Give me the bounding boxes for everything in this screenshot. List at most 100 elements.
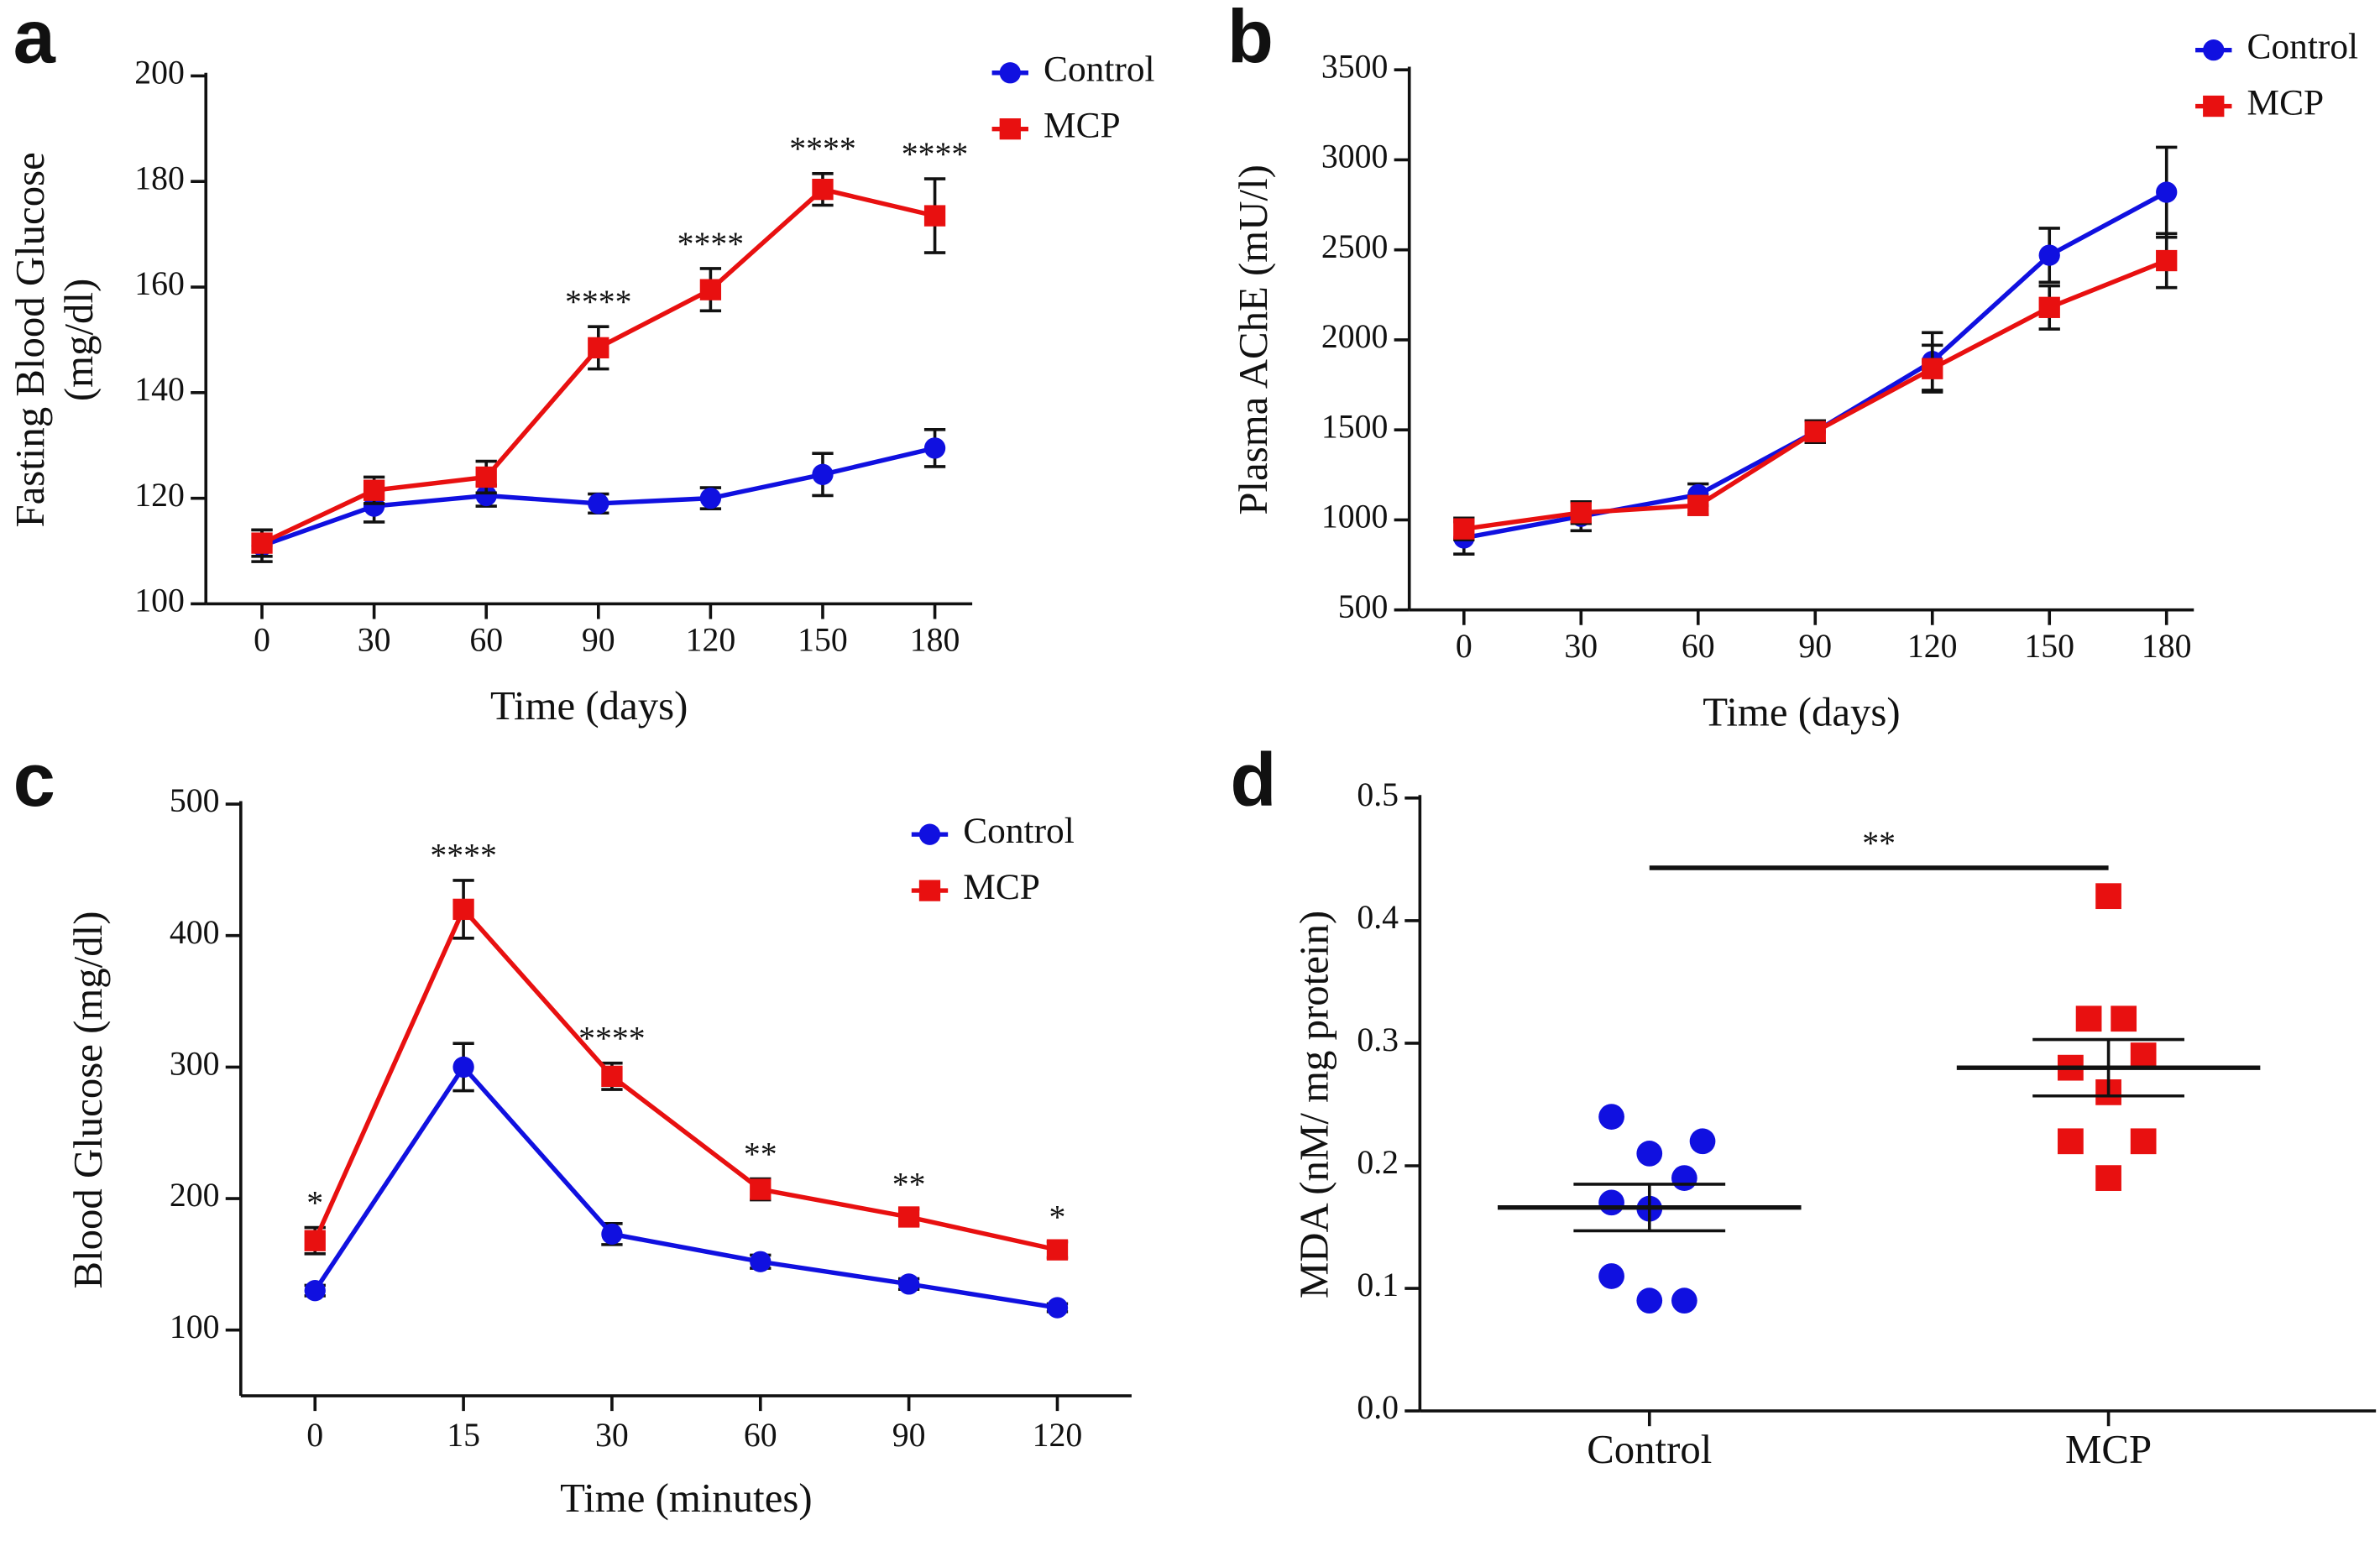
data-point [1046,1297,1069,1319]
data-point [1453,518,1475,540]
x-tick-label: 0 [254,622,270,659]
x-tick-label: 90 [582,622,615,659]
y-axis-label: Blood Glucose (mg/dl) [65,911,111,1289]
x-tick-label: 180 [2142,628,2192,665]
panel-label: a [13,0,56,79]
significance-label: **** [677,226,745,263]
significance-label: **** [578,1021,646,1058]
data-point [1671,1287,1697,1314]
data-point [750,1251,772,1272]
data-point [2130,1128,2157,1155]
data-point [2075,1005,2102,1032]
data-point [1922,358,1943,379]
x-tick-label: 120 [1907,628,1958,665]
x-tick-label: 150 [2024,628,2074,665]
x-tick-label: 90 [892,1417,926,1454]
data-point [812,463,834,485]
y-axis-label: (mg/dl) [56,279,102,401]
data-point [1570,502,1592,524]
x-tick-label: 15 [447,1417,480,1454]
significance-label: * [1049,1199,1066,1236]
x-tick-label: 60 [469,622,503,659]
significance-label: **** [789,131,855,168]
data-point [475,484,497,507]
data-point [588,337,609,359]
data-point [1636,1287,1663,1314]
series-line [1463,259,2168,531]
data-point [1636,1141,1663,1167]
data-point [923,437,946,459]
significance-label: **** [565,284,632,321]
data-point [2130,1042,2157,1068]
significance-label: **** [902,136,969,173]
x-tick-label: 0 [1456,628,1472,665]
data-point [1671,1165,1697,1191]
data-point [601,1065,623,1088]
legend-label: MCP [1044,106,1121,146]
legend-label: MCP [963,867,1040,907]
data-point [2095,883,2121,910]
y-tick-label: 120 [134,477,185,514]
y-axis-label: Plasma AChE (mU/l) [1231,165,1276,514]
data-point [812,178,834,201]
data-point [897,1273,920,1295]
legend-label: Control [963,811,1075,851]
data-point [363,479,385,501]
data-point [1687,494,1709,516]
data-point [1689,1128,1716,1155]
series-line [312,905,1059,1252]
y-tick-label: 1000 [1321,499,1389,535]
y-tick-label: 400 [170,914,220,951]
y-tick-label: 0.3 [1357,1021,1399,1058]
y-tick-label: 200 [134,55,185,91]
y-tick-label: 180 [134,159,185,196]
legend-label: MCP [2247,82,2325,123]
data-point [1598,1189,1624,1216]
legend-label: Control [2247,27,2359,67]
data-point [2156,181,2178,203]
legend-marker [918,823,941,845]
y-tick-label: 100 [170,1308,220,1345]
x-tick-label: 0 [306,1417,323,1454]
legend-marker [2203,39,2225,61]
data-point [2156,249,2178,272]
data-point [1598,1104,1624,1130]
data-point [923,205,946,227]
y-axis-label: MDA (nM/ mg protein) [1291,911,1336,1298]
significance-label: ** [744,1136,777,1173]
legend-marker [918,880,941,901]
y-tick-label: 0.5 [1357,776,1399,813]
y-tick-label: 0.1 [1357,1267,1399,1303]
x-tick-label: 30 [595,1417,629,1454]
x-tick-label: 30 [358,622,391,659]
x-tick-label: 30 [1564,628,1598,665]
panel-label: c [13,738,55,823]
data-point [601,1223,623,1245]
y-tick-label: 0.2 [1357,1144,1399,1181]
data-point [588,493,609,514]
x-tick-label: MCP [2065,1427,2152,1472]
y-tick-label: 3500 [1321,48,1389,85]
data-point [304,1280,326,1302]
y-tick-label: 1500 [1321,408,1389,445]
series-line [1463,190,2168,541]
x-tick-label: Control [1587,1427,1712,1472]
y-tick-label: 3000 [1321,138,1389,175]
legend-marker [999,118,1021,140]
data-point [2038,296,2060,318]
x-tick-label: 90 [1798,628,1832,665]
legend-label: Control [1044,50,1155,90]
y-tick-label: 500 [1338,588,1389,625]
x-axis-label: Time (minutes) [560,1475,812,1521]
x-tick-label: 60 [744,1417,777,1454]
significance-label: * [306,1184,323,1221]
data-point [1046,1239,1069,1261]
data-point [2111,1005,2137,1032]
data-point [452,898,474,921]
y-tick-label: 140 [134,371,185,408]
data-point [699,487,722,509]
y-tick-label: 160 [134,265,185,302]
data-point [475,466,497,488]
y-tick-label: 200 [170,1177,220,1214]
